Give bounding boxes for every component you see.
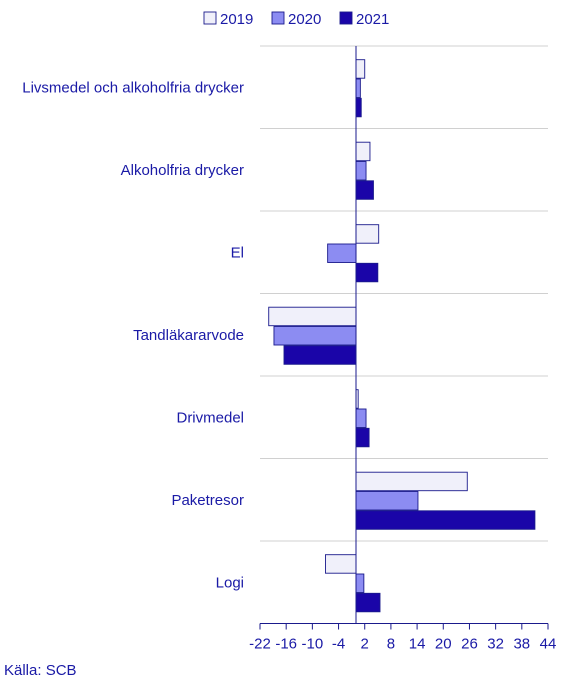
legend-swatch-2021 bbox=[339, 11, 353, 25]
bar-2020 bbox=[273, 326, 357, 346]
x-tick-label: -10 bbox=[302, 636, 324, 653]
category-label: Tandläkararvode bbox=[133, 327, 244, 344]
bar-2019 bbox=[355, 224, 380, 244]
x-tick-label: 44 bbox=[540, 636, 557, 653]
grid-lines bbox=[260, 45, 548, 542]
legend-swatch-2019 bbox=[203, 11, 217, 25]
x-tick-label: 32 bbox=[487, 636, 504, 653]
bar-2020 bbox=[355, 78, 361, 98]
bar-2021 bbox=[355, 592, 381, 613]
category-label: Paketresor bbox=[171, 492, 244, 509]
bar-2020 bbox=[355, 573, 365, 593]
bar-2019 bbox=[268, 306, 357, 327]
legend-label-2019: 2019 bbox=[220, 11, 253, 28]
bar-2020 bbox=[355, 491, 419, 511]
category-labels: Livsmedel och alkoholfria drycker Alkohol… bbox=[22, 79, 244, 591]
bar-2021 bbox=[355, 180, 374, 200]
x-tick-label: 20 bbox=[435, 636, 452, 653]
bar-2021 bbox=[355, 97, 362, 118]
x-tick-label: -22 bbox=[249, 636, 271, 653]
legend-swatch-2020 bbox=[271, 11, 285, 25]
x-axis: -22 -16 -10 -4 2 8 14 20 26 32 38 44 bbox=[249, 46, 556, 653]
x-tick-label: 38 bbox=[513, 636, 530, 653]
legend-label-2020: 2020 bbox=[288, 11, 321, 28]
category-label: Logi bbox=[216, 574, 244, 591]
bar-2021 bbox=[355, 262, 379, 283]
legend-label-2021: 2021 bbox=[356, 11, 389, 28]
bar-2020 bbox=[355, 408, 367, 428]
category-label: Alkoholfria drycker bbox=[121, 162, 244, 179]
bar-2021 bbox=[355, 427, 370, 448]
source-label: Källa: SCB bbox=[4, 662, 77, 679]
x-tick-label: -4 bbox=[332, 636, 345, 653]
bar-2019 bbox=[355, 471, 468, 492]
x-tick-label: 2 bbox=[361, 636, 369, 653]
x-tick-label: 14 bbox=[409, 636, 426, 653]
bar-2019 bbox=[325, 554, 357, 574]
x-tick-label: -16 bbox=[275, 636, 297, 653]
bar-2020 bbox=[327, 243, 357, 263]
bar-2019 bbox=[355, 141, 371, 162]
x-tick-label: 26 bbox=[461, 636, 478, 653]
category-label: Drivmedel bbox=[176, 409, 244, 426]
x-tick-label: 8 bbox=[387, 636, 395, 653]
bars bbox=[268, 59, 536, 613]
bar-2021 bbox=[355, 510, 536, 530]
legend: 2019 2020 2021 bbox=[203, 11, 389, 28]
bar-2021 bbox=[283, 345, 357, 365]
bar-2019 bbox=[355, 59, 366, 79]
category-label: Livsmedel och alkoholfria drycker bbox=[22, 79, 244, 96]
bar-2020 bbox=[355, 161, 367, 181]
category-label: El bbox=[231, 244, 244, 261]
